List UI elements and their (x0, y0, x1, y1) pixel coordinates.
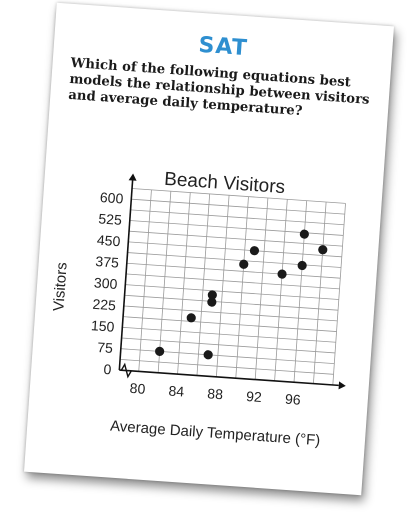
grid-line-vertical (254, 197, 269, 380)
worksheet-card: SAT Which of the following equations bes… (24, 2, 394, 496)
grid-lines (120, 188, 346, 385)
data-point (155, 346, 165, 356)
grid-line-horizontal (126, 273, 340, 290)
grid-line-vertical (138, 189, 152, 372)
data-point (239, 259, 249, 269)
scatter-chart: Beach Visitors 0 75 150 225 300 375 450 525 600 8… (50, 169, 346, 450)
x-tick-label: 80 (129, 380, 146, 397)
x-tick-label: 96 (284, 391, 301, 408)
y-axis-arrow (128, 173, 137, 181)
grid-line-horizontal (123, 305, 338, 322)
grid-line-vertical (274, 199, 288, 381)
grid-line-horizontal (120, 358, 334, 375)
grid-line-horizontal (126, 262, 341, 279)
x-tick-label: 84 (168, 383, 185, 400)
grid-line-horizontal (131, 198, 345, 215)
y-tick-label: 375 (95, 253, 120, 271)
axes (118, 173, 346, 390)
grid-line-horizontal (132, 188, 346, 204)
tick-labels: 0 75 150 225 300 375 450 525 600 80 84 88 92 96 (90, 189, 301, 408)
y-tick-label: 450 (96, 232, 121, 250)
data-point (299, 229, 309, 239)
grid-line-horizontal (124, 294, 339, 311)
data-point (297, 260, 307, 271)
axis-break-mark (120, 362, 132, 379)
x-axis-arrow (338, 381, 346, 390)
data-point (249, 246, 260, 256)
y-tick-label: 525 (98, 210, 123, 228)
grid-line-vertical (235, 196, 249, 379)
grid-line-horizontal (129, 230, 343, 247)
grid-line-vertical (157, 191, 172, 373)
grid-line-vertical (332, 203, 346, 385)
y-tick-label: 75 (97, 339, 114, 356)
y-tick-label: 300 (93, 274, 118, 292)
data-point (203, 350, 213, 360)
y-tick-label: 600 (99, 189, 124, 207)
y-tick-label: 225 (92, 296, 117, 314)
grid-line-horizontal (121, 337, 336, 354)
x-axis-label: Average Daily Temperature (°F) (110, 418, 321, 450)
grid-line-vertical (196, 193, 211, 376)
grid-line-horizontal (122, 326, 336, 343)
data-point (277, 269, 287, 279)
grid-line-horizontal (130, 209, 345, 226)
data-point (318, 245, 328, 255)
grid-line-horizontal (125, 284, 339, 300)
grid-line-horizontal (128, 241, 342, 258)
grid-line-horizontal (123, 316, 337, 332)
grid-line-vertical (215, 195, 230, 377)
data-point (207, 297, 217, 307)
y-axis-label: Visitors (50, 262, 70, 312)
chart-title: Beach Visitors (163, 169, 285, 198)
x-tick-label: 88 (207, 385, 224, 402)
grid-line-vertical (293, 200, 308, 383)
y-axis-line (118, 180, 134, 371)
y-tick-label: 0 (103, 361, 112, 378)
grid-line-vertical (313, 202, 327, 384)
x-tick-label: 92 (246, 388, 263, 405)
x-axis-line (119, 369, 339, 387)
data-point (186, 313, 196, 323)
grid-line-vertical (177, 192, 191, 375)
data-points (155, 229, 328, 360)
y-tick-label: 150 (90, 317, 115, 335)
data-point (207, 290, 217, 300)
